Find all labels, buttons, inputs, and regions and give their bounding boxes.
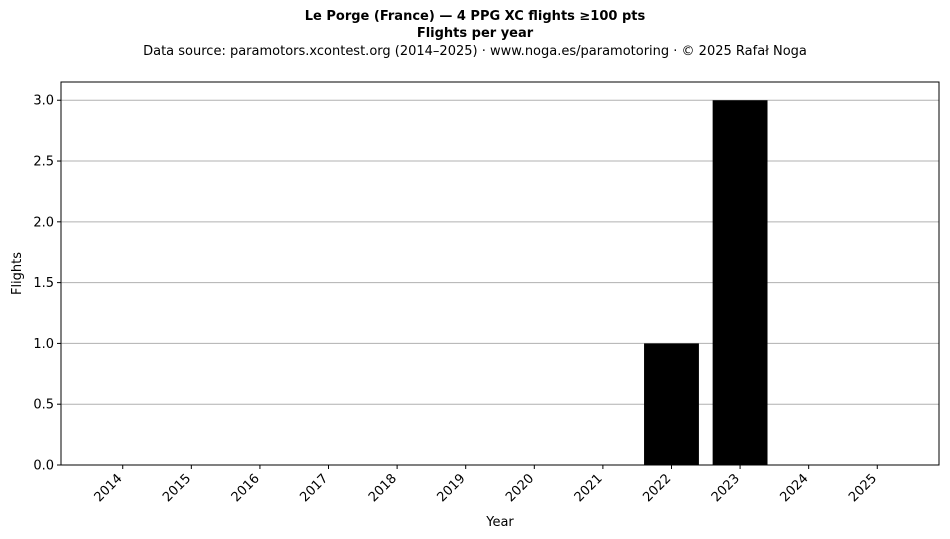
x-tick-label-2021: 2021 xyxy=(572,471,606,505)
x-tick-label-2020: 2020 xyxy=(503,471,537,505)
plot-frame xyxy=(60,81,940,466)
y-tick-label: 1.5 xyxy=(33,276,54,291)
y-axis-ticks: 0.0 0.5 1.0 1.5 2.0 2.5 3.0 xyxy=(33,94,61,474)
x-tick-label-2022: 2022 xyxy=(640,471,674,505)
grid-lines xyxy=(61,99,939,466)
chart-titles: Le Porge (France) — 4 PPG XC flights ≥10… xyxy=(0,8,950,61)
y-tick-label: 3.0 xyxy=(33,94,54,109)
x-tick-label-2019: 2019 xyxy=(435,471,469,505)
y-tick-label: 0.0 xyxy=(33,459,54,474)
x-tick-label-2017: 2017 xyxy=(297,471,331,505)
x-tick-label-2018: 2018 xyxy=(366,471,400,505)
chart-title: Le Porge (France) — 4 PPG XC flights ≥10… xyxy=(304,9,646,24)
x-tick-label-2016: 2016 xyxy=(229,471,263,505)
bars xyxy=(644,100,768,465)
y-tick-label: 2.0 xyxy=(33,215,54,230)
x-tick-label-2023: 2023 xyxy=(709,471,743,505)
x-axis-label: Year xyxy=(485,515,514,530)
y-tick-label: 0.5 xyxy=(33,398,54,413)
bar-2022 xyxy=(644,343,699,465)
y-axis-label: Flights xyxy=(10,252,25,295)
x-tick-label-2024: 2024 xyxy=(777,471,811,505)
chart-subtitle: Flights per year xyxy=(416,26,534,41)
x-tick-label-2015: 2015 xyxy=(160,471,194,505)
y-tick-label: 1.0 xyxy=(33,337,54,352)
bar-2023 xyxy=(712,100,768,465)
x-tick-label-2025: 2025 xyxy=(846,471,880,505)
x-axis-ticks: 2014 2015 2016 2017 2018 2019 2020 2021 2022 2023… xyxy=(92,465,880,505)
x-tick-label-2014: 2014 xyxy=(92,471,126,505)
y-tick-label: 2.5 xyxy=(33,155,54,170)
chart-source-note: Data source: paramotors.xcontest.org (20… xyxy=(143,44,807,59)
